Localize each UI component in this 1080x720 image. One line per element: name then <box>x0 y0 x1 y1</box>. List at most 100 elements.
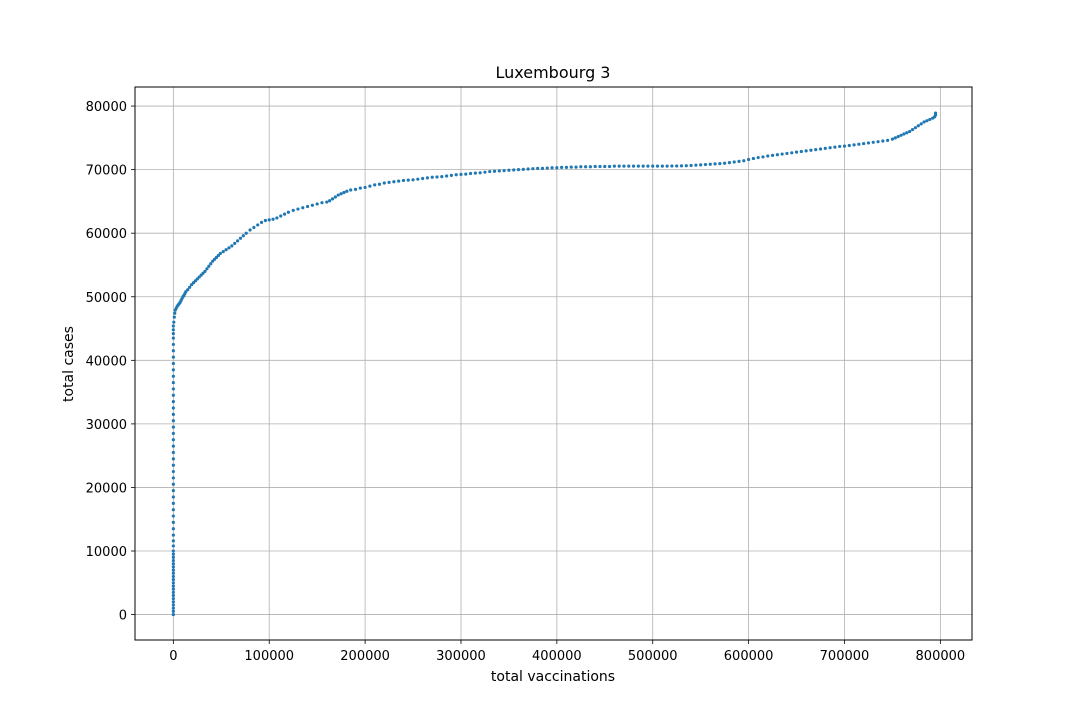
data-point <box>799 149 803 154</box>
data-point <box>727 161 732 165</box>
data-point <box>809 148 813 152</box>
data-point <box>612 164 616 168</box>
y-tick-label: 10000 <box>86 545 127 560</box>
data-point <box>233 241 237 245</box>
data-point <box>227 246 231 250</box>
data-point <box>286 210 291 214</box>
data-point <box>377 182 382 186</box>
data-point <box>473 171 477 175</box>
data-point <box>252 225 256 230</box>
y-tick-label: 40000 <box>86 354 127 369</box>
data-point <box>315 202 319 206</box>
data-point <box>172 315 176 319</box>
data-point <box>905 131 909 135</box>
data-point <box>913 126 918 130</box>
data-point <box>444 174 449 178</box>
data-point <box>670 164 674 168</box>
data-point <box>171 324 175 328</box>
data-point <box>925 119 929 123</box>
x-tick-label: 500000 <box>628 649 678 664</box>
data-point <box>336 193 340 197</box>
data-point <box>349 188 353 192</box>
data-point <box>305 204 310 209</box>
data-point <box>171 476 175 480</box>
data-point <box>636 164 640 168</box>
data-point <box>751 156 756 161</box>
data-point <box>899 133 903 137</box>
data-point <box>775 153 779 157</box>
data-point <box>171 606 175 610</box>
data-point <box>584 165 588 169</box>
data-point <box>852 143 856 147</box>
data-point <box>747 157 751 162</box>
data-point <box>373 183 377 187</box>
y-tick-label: 50000 <box>86 291 127 306</box>
data-point <box>478 171 482 175</box>
data-point <box>617 164 621 168</box>
data-point <box>205 267 209 271</box>
data-point <box>171 342 175 347</box>
data-point <box>282 212 287 216</box>
data-point <box>171 527 175 531</box>
data-point <box>540 166 545 170</box>
data-point <box>406 178 410 182</box>
data-point <box>928 117 932 122</box>
data-point <box>209 262 213 266</box>
data-point <box>301 206 305 210</box>
data-point <box>684 164 688 168</box>
plot-frame <box>134 86 973 641</box>
data-point <box>230 244 234 248</box>
data-point <box>186 288 190 292</box>
data-point <box>502 168 506 173</box>
axis-ticks: 0 100000 200000 300000 400000 500000 600000 700… <box>86 100 966 664</box>
data-point <box>425 176 430 180</box>
data-point <box>171 463 175 467</box>
data-point <box>401 178 406 183</box>
data-point <box>919 122 923 126</box>
data-point <box>263 218 267 223</box>
data-point <box>171 603 175 607</box>
data-point <box>833 145 837 149</box>
data-point <box>516 168 521 172</box>
data-point <box>922 120 926 124</box>
data-point <box>910 127 915 132</box>
data-point <box>708 162 712 166</box>
data-point <box>171 593 175 598</box>
data-point <box>333 195 337 199</box>
data-point <box>893 136 897 140</box>
data-point <box>171 568 175 572</box>
data-point <box>703 162 708 167</box>
data-point <box>651 164 655 168</box>
data-point <box>171 544 175 548</box>
data-point <box>171 597 175 601</box>
data-point <box>579 165 583 169</box>
data-point <box>207 264 211 268</box>
data-point <box>435 175 439 179</box>
data-point <box>766 154 770 158</box>
data-point <box>857 142 861 146</box>
data-point <box>521 167 525 171</box>
data-point <box>421 176 425 181</box>
data-point <box>531 167 535 171</box>
data-point <box>203 269 207 273</box>
data-point <box>908 129 912 134</box>
data-point <box>761 155 765 159</box>
data-point <box>886 138 890 142</box>
data-point <box>171 469 175 474</box>
data-point <box>310 203 314 207</box>
data-point <box>675 164 679 168</box>
data-point <box>382 181 386 185</box>
data-point <box>171 489 175 493</box>
data-point <box>328 199 332 203</box>
data-point <box>171 581 175 585</box>
data-point <box>296 207 300 211</box>
data-point <box>732 160 736 164</box>
y-tick-label: 20000 <box>86 481 127 496</box>
data-point <box>171 558 175 563</box>
data-point <box>171 482 175 486</box>
data-point <box>790 151 794 155</box>
data-point <box>770 153 775 157</box>
y-axis-label: total cases <box>61 326 77 402</box>
data-point <box>411 178 415 182</box>
data-point <box>397 179 401 183</box>
